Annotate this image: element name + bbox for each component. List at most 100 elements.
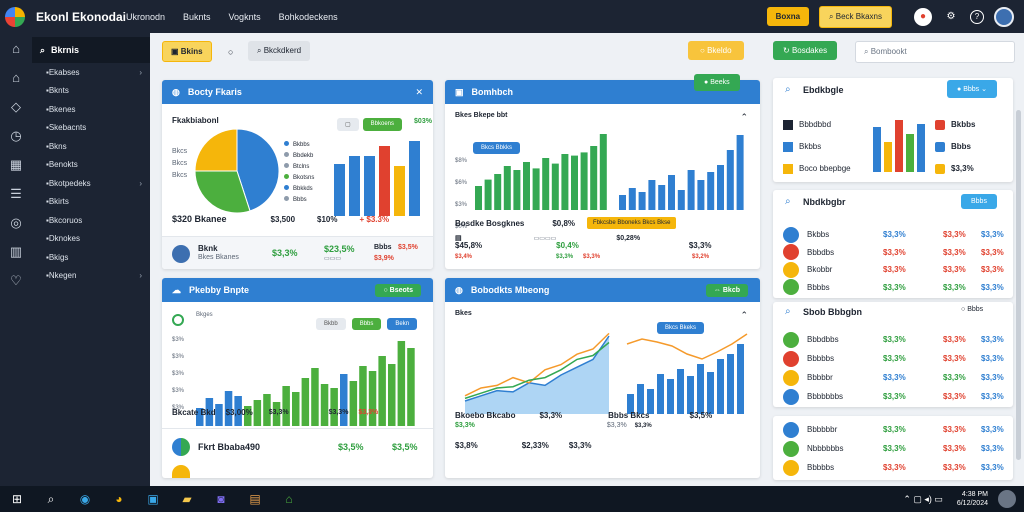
list-icon[interactable]: ☰ <box>10 186 22 201</box>
list-row[interactable]: Bbbbbs $3,3% $3,3% $3,3% <box>781 458 1009 477</box>
bar[interactable] <box>551 163 559 210</box>
bar[interactable] <box>340 374 348 426</box>
help-icon[interactable]: ? <box>970 9 984 24</box>
bar[interactable] <box>580 152 588 210</box>
series-line[interactable] <box>464 341 610 400</box>
list-row[interactable]: Bkbbs $3,3% $3,3% $3,3% <box>781 226 1009 244</box>
toolbar-yellow-button[interactable]: ▣ Bkins <box>162 41 212 62</box>
panel-pill[interactable]: Bbbs <box>961 194 997 209</box>
bar[interactable] <box>707 172 715 210</box>
bar[interactable] <box>349 156 360 216</box>
sidebar-item[interactable]: ▪ Bkns <box>32 137 150 156</box>
list-row[interactable]: Bbbbbr $3,3% $3,3% $3,3% <box>781 368 1009 387</box>
panel-pill[interactable]: ● Bbbs ⌄ <box>947 80 997 98</box>
bar[interactable] <box>697 180 705 210</box>
bar[interactable] <box>599 134 607 210</box>
gear-icon[interactable]: ⚙ <box>946 11 956 22</box>
list-row[interactable]: Bbbdbbs $3,3% $3,3% $3,3% <box>781 330 1009 349</box>
bar[interactable] <box>658 185 666 210</box>
bar[interactable] <box>379 146 390 216</box>
start-icon[interactable]: ⊞ <box>11 492 23 506</box>
search-icon[interactable]: ⌕ <box>47 491 55 506</box>
sidebar-item[interactable]: ▪ Bkenes <box>32 100 150 119</box>
bar[interactable] <box>717 165 724 210</box>
bar[interactable] <box>205 398 214 426</box>
scrollbar[interactable] <box>1016 110 1021 460</box>
footer-banner[interactable]: Fbkcsbe Bboneks Bkcs Bkse <box>587 217 677 229</box>
series-line[interactable] <box>464 335 610 402</box>
notification-icon[interactable]: ● <box>914 7 932 26</box>
pie-slice[interactable] <box>236 128 280 212</box>
bar[interactable] <box>906 134 914 172</box>
bar[interactable] <box>657 374 664 414</box>
sidebar-item[interactable]: ▪ Benokts <box>32 156 150 175</box>
house-icon[interactable]: ⌂ <box>285 492 293 506</box>
list-row[interactable]: Bbbdbs $3,3% $3,3% $3,3% <box>781 244 1009 262</box>
top-secondary-button[interactable]: ⌕ Beck Bkaxns <box>819 5 892 28</box>
sidebar-search[interactable]: ⌕ Bkrnis <box>32 37 150 63</box>
bar[interactable] <box>873 127 881 172</box>
sidebar-item[interactable]: ▪ Ekabses › <box>32 63 150 82</box>
user-avatar[interactable] <box>994 6 1014 27</box>
topnav-item[interactable]: Bohkodeckens <box>278 11 338 22</box>
list-item[interactable]: Boco bbepbge <box>783 158 851 180</box>
bar[interactable] <box>884 142 892 172</box>
bar[interactable] <box>263 394 271 426</box>
bar[interactable] <box>532 168 540 210</box>
mini-pill[interactable]: Bbbs <box>351 318 382 330</box>
circle-icon[interactable]: ○ <box>228 47 234 57</box>
sidebar-item[interactable]: ▪ Bkigs <box>32 248 150 267</box>
chrome-icon[interactable]: ◕ <box>115 492 123 506</box>
chevron-up-icon[interactable]: ⌃ <box>740 112 748 122</box>
chart-pill[interactable]: Bkcs Bbkks <box>473 142 521 154</box>
bar[interactable] <box>503 166 511 210</box>
panel-pill[interactable]: ○ Bseots <box>375 283 421 297</box>
home-icon[interactable]: ⌂ <box>12 41 20 56</box>
pie-slice[interactable] <box>194 128 238 172</box>
clock-icon[interactable]: ◷ <box>10 128 22 143</box>
bar[interactable] <box>394 166 405 216</box>
bar[interactable] <box>628 188 636 210</box>
bar[interactable] <box>224 391 233 426</box>
list-row[interactable]: Nbbbbbbs $3,3% $3,3% $3,3% <box>781 439 1009 458</box>
bar[interactable] <box>334 164 345 216</box>
bar[interactable] <box>330 388 338 426</box>
toolbar-search-input[interactable]: ⌕ Bombookt <box>855 41 1015 63</box>
bar[interactable] <box>475 186 482 210</box>
bar[interactable] <box>364 156 375 216</box>
sidebar-item[interactable]: ▪ Dknokes <box>32 230 150 249</box>
bar[interactable] <box>494 174 502 210</box>
bar[interactable] <box>397 341 406 426</box>
app-logo[interactable] <box>0 0 30 33</box>
bar[interactable] <box>687 170 695 210</box>
sidebar-item[interactable]: ▪ Nkegen › <box>32 267 150 286</box>
bar[interactable] <box>590 146 598 210</box>
bar[interactable] <box>542 158 550 210</box>
bar[interactable] <box>717 359 724 414</box>
bar[interactable] <box>627 394 634 414</box>
building-icon[interactable]: ⌂ <box>12 70 20 85</box>
bar[interactable] <box>407 348 415 426</box>
bar[interactable] <box>282 386 290 426</box>
bar[interactable] <box>561 154 569 210</box>
panel-footer-row[interactable]: Bknk Bkes Bkanes $3,3% $23,5% ▭▭▭ Bbbs $… <box>162 236 433 269</box>
mail-icon[interactable]: ▤ <box>249 492 261 506</box>
float-green-button[interactable]: ● Beeks <box>694 74 740 91</box>
list-item[interactable]: Bkbbs <box>783 136 851 158</box>
bar[interactable] <box>409 141 420 216</box>
bar[interactable] <box>484 179 492 210</box>
bar[interactable] <box>677 369 684 414</box>
topnav-item[interactable]: Vogknts <box>228 11 261 22</box>
bar[interactable] <box>736 135 744 210</box>
pie-slice[interactable] <box>194 170 251 214</box>
bar[interactable] <box>727 354 734 414</box>
bar[interactable] <box>668 175 675 210</box>
bar[interactable] <box>687 376 694 414</box>
store-icon[interactable]: ▣ <box>147 492 159 506</box>
series-line[interactable] <box>464 332 610 397</box>
bar[interactable] <box>571 155 578 210</box>
bar[interactable] <box>388 364 396 426</box>
bar[interactable] <box>244 406 252 426</box>
system-tray[interactable]: ⌃ ▢ ◂) ▭ 4:38 PM 6/12/2024 <box>903 490 998 508</box>
chart-icon[interactable]: ▥ <box>9 244 23 259</box>
